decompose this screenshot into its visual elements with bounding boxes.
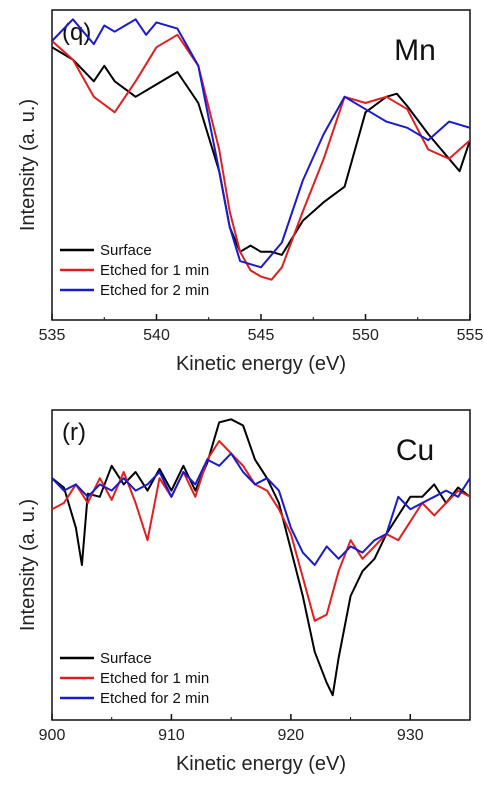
chart-0-element-label: Mn [394, 34, 436, 67]
chart-1-x-axis-label: Kinetic energy (eV) [176, 753, 346, 775]
chart-0-x-tick-label: 550 [352, 327, 379, 344]
chart-1-series-line-0 [52, 418, 470, 697]
chart-1-x-tick-label: 900 [39, 727, 66, 744]
chart-1-y-axis-label: Intensity (a. u.) [17, 499, 39, 631]
chart-0-legend-label-0: Surface [100, 242, 152, 259]
chart-0-x-tick-label: 555 [457, 327, 484, 344]
chart-0-series-line-1 [52, 33, 470, 281]
chart-1-x-tick-label: 910 [158, 727, 185, 744]
chart-1-legend-label-2: Etched for 2 min [100, 690, 209, 707]
chart-1-panel-label: (r) [62, 419, 86, 446]
chart-0-x-tick-label: 540 [143, 327, 170, 344]
chart-1-series-line-2 [52, 452, 470, 566]
chart-1-x-tick-label: 930 [397, 727, 424, 744]
chart-0-series-line-0 [52, 46, 470, 256]
chart-1-series-line-1 [52, 440, 470, 622]
chart-0-y-axis-label: Intensity (a. u.) [17, 99, 39, 231]
chart-1-legend-label-0: Surface [100, 650, 152, 667]
chart-0-legend-label-1: Etched for 1 min [100, 262, 209, 279]
chart-0-x-tick-label: 535 [39, 327, 66, 344]
chart-1-plot-frame [51, 409, 471, 721]
chart-0-x-tick-label: 545 [248, 327, 275, 344]
chart-0-legend-label-2: Etched for 2 min [100, 282, 209, 299]
chart-1-legend-label-1: Etched for 1 min [100, 670, 209, 687]
chart-1-element-label: Cu [396, 434, 434, 467]
chart-0-series-line-2 [52, 18, 470, 269]
chart-0-x-axis-label: Kinetic energy (eV) [176, 353, 346, 375]
chart-1-x-tick-label: 920 [278, 727, 305, 744]
